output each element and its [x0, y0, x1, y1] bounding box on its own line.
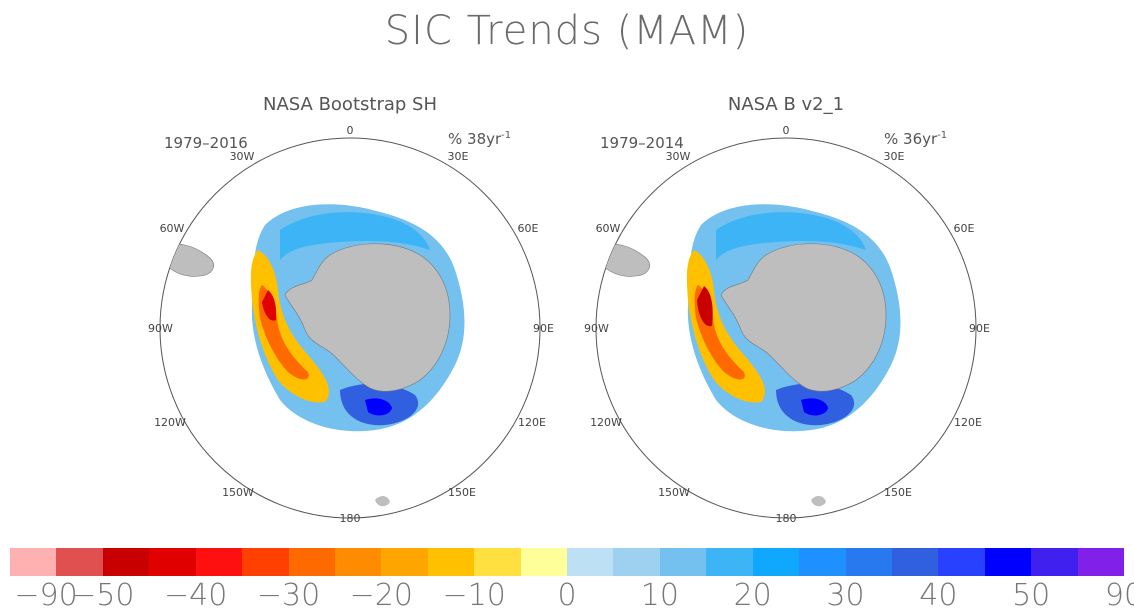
- colorbar-swatch: [474, 548, 521, 576]
- colorbar-swatch: [520, 548, 568, 576]
- units-main: % 38yr: [448, 130, 502, 148]
- colorbar-swatch: [10, 548, 57, 576]
- antarctica-landmass: [720, 243, 887, 392]
- colorbar-tick-label: 0: [557, 578, 577, 613]
- lon-label-60e: 60E: [954, 222, 975, 235]
- max-negative-region: [697, 286, 713, 327]
- strong-positive-region: [716, 212, 866, 260]
- lon-label-180: 180: [776, 512, 797, 525]
- colorbar-tick-label: −50: [71, 578, 135, 613]
- max-negative-region: [262, 290, 277, 321]
- figure-title: SIC Trends (MAM): [384, 8, 750, 54]
- lon-label-150e: 150E: [448, 486, 476, 499]
- colorbar-swatch: [427, 548, 475, 576]
- units-label: % 38yr-1: [448, 130, 511, 148]
- colorbar-tick-label: −30: [256, 578, 321, 613]
- lon-label-0: 0: [347, 124, 354, 137]
- colorbar-swatch: [984, 548, 1032, 576]
- new-zealand-island: [375, 496, 390, 507]
- lon-label-30e: 30E: [884, 150, 905, 163]
- lon-label-60w: 60W: [596, 222, 621, 235]
- lon-label-120w: 120W: [590, 416, 622, 429]
- lon-label-120e: 120E: [954, 416, 982, 429]
- colorbar-tick-label: 90: [1104, 578, 1134, 613]
- lon-label-0: 0: [783, 124, 790, 137]
- new-zealand-island: [811, 496, 826, 507]
- colorbar-swatch: [1077, 548, 1125, 576]
- map-panel-v2: 0 30E 30W 60E 60W 90E 90W 120E 120W 150E…: [576, 90, 996, 530]
- colorbar-tick-label: 50: [1012, 578, 1051, 613]
- map-panel-bootstrap: 0 30E 30W 60E 60W 90E 90W 120E 120W 150E…: [140, 90, 560, 530]
- units-label: % 36yr-1: [884, 130, 947, 148]
- max-positive-region: [801, 398, 828, 416]
- colorbar-tick-label: −10: [442, 578, 506, 613]
- lon-label-180: 180: [340, 512, 361, 525]
- colorbar-swatch: [613, 548, 660, 576]
- colorbar-tick-labels: −90 −50 −40 −30 −20 −10 0 10 20 30 40 50 90: [0, 578, 1134, 614]
- colorbar-swatch: [752, 548, 800, 576]
- lon-label-150w: 150W: [658, 486, 690, 499]
- colorbar-swatch: [334, 548, 382, 576]
- lon-label-90w: 90W: [584, 322, 609, 335]
- lon-label-150w: 150W: [222, 486, 254, 499]
- colorbar-swatch: [242, 548, 289, 576]
- colorbar-tick-label: −90: [14, 578, 78, 613]
- lon-label-90e: 90E: [533, 322, 554, 335]
- colorbar-tick-label: −20: [349, 578, 413, 613]
- period-label: 1979–2014: [600, 134, 684, 152]
- colorbar-swatch: [56, 548, 103, 576]
- colorbar-swatch: [567, 548, 614, 576]
- colorbar-tick-label: 30: [826, 578, 865, 613]
- negative-trend-region: [686, 250, 765, 403]
- colorbar-swatch: [288, 548, 335, 576]
- panel-subtitle: NASA Bootstrap SH: [263, 94, 437, 115]
- negative-trend-region: [250, 250, 329, 403]
- colorbar-swatch: [381, 548, 428, 576]
- lon-label-120w: 120W: [154, 416, 186, 429]
- colorbar-swatch: [659, 548, 707, 576]
- colorbar-swatch: [1031, 548, 1078, 576]
- colorbar: [10, 548, 1125, 576]
- antarctica-landmass: [284, 243, 451, 392]
- lon-label-120e: 120E: [518, 416, 546, 429]
- lon-label-90e: 90E: [969, 322, 990, 335]
- colorbar-swatch: [938, 548, 985, 576]
- units-exponent: -1: [501, 130, 512, 141]
- units-exponent: -1: [937, 130, 948, 141]
- colorbar-tick-label: 40: [919, 578, 958, 613]
- period-label: 1979–2016: [164, 134, 248, 152]
- lon-label-60w: 60W: [160, 222, 185, 235]
- colorbar-swatch: [892, 548, 939, 576]
- max-positive-region: [365, 398, 392, 416]
- colorbar-swatch: [195, 548, 243, 576]
- colorbar-tick-label: −40: [164, 578, 228, 613]
- lon-label-30e: 30E: [448, 150, 469, 163]
- colorbar-tick-label: 20: [733, 578, 772, 613]
- lon-label-60e: 60E: [518, 222, 539, 235]
- units-main: % 36yr: [884, 130, 938, 148]
- colorbar-swatch: [845, 548, 893, 576]
- strong-positive-region: [280, 212, 430, 260]
- lon-label-30w: 30W: [230, 150, 255, 163]
- lon-label-150e: 150E: [884, 486, 912, 499]
- colorbar-swatch: [149, 548, 196, 576]
- colorbar-tick-label: 10: [640, 578, 679, 613]
- panel-subtitle: NASA B v2_1: [727, 94, 845, 115]
- colorbar-swatch: [706, 548, 753, 576]
- lon-label-30w: 30W: [666, 150, 691, 163]
- colorbar-swatch: [102, 548, 150, 576]
- polar-map: 0 30E 30W 60E 60W 90E 90W 120E 120W 150E…: [584, 124, 990, 525]
- lon-label-90w: 90W: [148, 322, 173, 335]
- polar-map: 0 30E 30W 60E 60W 90E 90W 120E 120W 150E…: [148, 124, 554, 525]
- colorbar-swatch: [799, 548, 846, 576]
